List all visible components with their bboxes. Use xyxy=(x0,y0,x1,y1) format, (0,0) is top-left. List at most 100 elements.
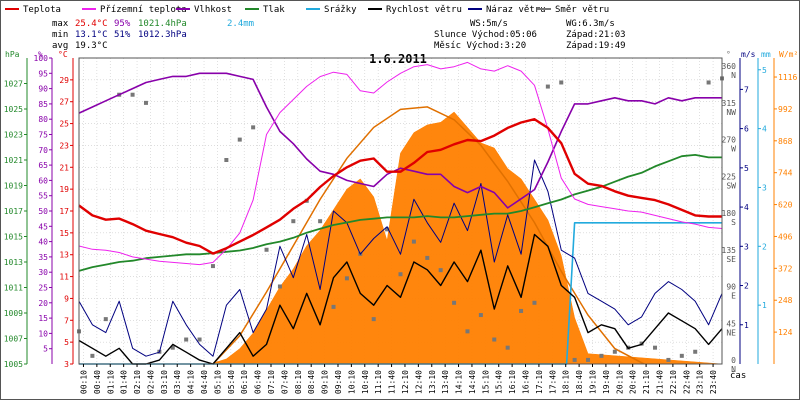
time-axis-tick-label: 18:10 xyxy=(562,370,571,394)
temp-axis-tick-label: 3 xyxy=(64,360,69,369)
humidity-axis-tick-label: 5 xyxy=(43,345,48,354)
time-axis-tick-label: 17:40 xyxy=(548,370,557,394)
wind-dir-point xyxy=(398,272,403,277)
stats-max-label: max xyxy=(52,19,69,29)
humidity-axis-tick-label: 60 xyxy=(38,176,48,185)
temp-axis-tick-label: 21 xyxy=(59,163,69,172)
wind-axis-tick-label: 6 xyxy=(744,125,749,134)
wind-dir-point xyxy=(612,349,617,354)
solar-axis-tick-label: 496 xyxy=(778,232,793,241)
pressure-axis-tick-label: 1011 xyxy=(4,284,23,293)
time-axis-tick-label: 19:40 xyxy=(602,370,611,394)
time-axis-tick-label: 00:10 xyxy=(79,370,88,394)
pressure-axis-tick-label: 1013 xyxy=(4,258,23,267)
time-axis-tick-label: 12:10 xyxy=(401,370,410,394)
stats-avg-temp: 19.3°C xyxy=(75,41,108,51)
stats-min-hum: 51% xyxy=(114,30,131,40)
wind-dir-point xyxy=(318,219,323,224)
time-axis-tick-label: 09:40 xyxy=(334,370,343,394)
wind-dir-point xyxy=(371,317,376,322)
legend-label: Přízemní teplota xyxy=(100,5,187,15)
wind-axis-tick-label: 1 xyxy=(744,321,749,330)
wind-dir-point xyxy=(425,255,430,260)
temp-axis-tick-label: 5 xyxy=(64,338,69,347)
info-sun: Slunce Východ:05:06 xyxy=(434,30,537,40)
pressure-axis-tick-label: 1025 xyxy=(4,105,23,114)
stats-panel: max 25.4°C 95% 1021.4hPa 2.4mm min 13.1°… xyxy=(52,19,254,51)
solar-axis-tick-label: 992 xyxy=(778,105,793,114)
wind-dir-point xyxy=(572,357,577,362)
wind-axis-tick-label: 5 xyxy=(744,164,749,173)
dir-axis-tick-label: SW xyxy=(726,181,736,190)
stats-max-hum: 95% xyxy=(114,19,131,29)
time-axis-tick-label: 12:40 xyxy=(414,370,423,394)
time-axis-tick-label: 11:10 xyxy=(374,370,383,394)
unit-mm: mm xyxy=(761,50,771,59)
wind-axis-tick-label: 7 xyxy=(744,85,749,94)
solar-axis-tick-label: 620 xyxy=(778,201,793,210)
rain-axis-tick-label: 5 xyxy=(762,66,767,75)
wind-dir-point xyxy=(210,264,215,269)
time-axis-tick-label: 21:10 xyxy=(642,370,651,394)
time-axis-tick-label: 23:10 xyxy=(696,370,705,394)
humidity-axis-tick-label: 70 xyxy=(38,146,48,155)
legend-label: Směr větru xyxy=(555,5,609,15)
dir-axis-tick-label: E xyxy=(731,292,736,301)
time-axis-tick-label: 04:40 xyxy=(200,370,209,394)
wind-dir-point xyxy=(130,92,135,97)
time-axis-tick-label: 16:10 xyxy=(508,370,517,394)
temp-axis-tick-label: 13 xyxy=(59,251,69,260)
time-axis-tick-label: 01:10 xyxy=(106,370,115,394)
time-axis-tick-label: 15:40 xyxy=(495,370,504,394)
wind-dir-point xyxy=(170,345,175,350)
time-axis-tick-label: 06:40 xyxy=(254,370,263,394)
wind-dir-point xyxy=(291,219,296,224)
time-axis-tick-label: 03:10 xyxy=(160,370,169,394)
axis-units: hPa % °C ° m/s mm W/m² čas xyxy=(5,50,798,381)
pressure-axis-tick-label: 1009 xyxy=(4,309,23,318)
pressure-axis-tick-label: 1019 xyxy=(4,182,23,191)
time-axis-tick-label: 04:10 xyxy=(187,370,196,394)
humidity-axis-tick-label: 35 xyxy=(38,253,48,262)
temp-axis-tick-label: 23 xyxy=(59,141,69,150)
wind-dir-point xyxy=(545,84,550,89)
unit-degc: °C xyxy=(58,50,68,59)
time-axis-tick-label: 14:40 xyxy=(468,370,477,394)
humidity-axis-tick-label: 30 xyxy=(38,268,48,277)
wind-dir-point xyxy=(505,345,510,350)
time-axis-tick-label: 21:40 xyxy=(655,370,664,394)
wind-dir-point xyxy=(492,337,497,342)
solar-axis-tick-label: 744 xyxy=(778,169,793,178)
solar-axis-tick-label: 372 xyxy=(778,264,793,273)
humidity-axis-tick-label: 15 xyxy=(38,314,48,323)
pressure-axis-tick-label: 1021 xyxy=(4,156,23,165)
unit-ms: m/s xyxy=(741,50,756,59)
time-axis-tick-label: 08:40 xyxy=(307,370,316,394)
temp-axis-tick-label: 15 xyxy=(59,229,69,238)
stats-max-press: 1021.4hPa xyxy=(138,19,187,29)
humidity-axis-tick-label: 40 xyxy=(38,238,48,247)
legend-label: Náraz větru xyxy=(486,5,546,15)
wind-dir-point xyxy=(143,100,148,105)
temp-axis-tick-label: 7 xyxy=(64,316,69,325)
temp-axis-tick-label: 11 xyxy=(59,273,69,282)
time-axis-tick-label: 06:10 xyxy=(240,370,249,394)
stats-rain: 2.4mm xyxy=(227,19,254,29)
stats-max-temp: 25.4°C xyxy=(75,19,108,29)
wind-dir-point xyxy=(344,276,349,281)
dir-axis-tick-label: N xyxy=(731,365,736,374)
pressure-axis-tick-label: 1015 xyxy=(4,233,23,242)
temp-axis-tick-label: 9 xyxy=(64,294,69,303)
wind-dir-point xyxy=(277,284,282,289)
axes: 1005100710091011101310151017101910211023… xyxy=(4,54,798,394)
time-axis-tick-label: 11:40 xyxy=(388,370,397,394)
time-axis-tick-label: 18:40 xyxy=(575,370,584,394)
humidity-axis-tick-label: 85 xyxy=(38,100,48,109)
time-axis-tick-label: 23:40 xyxy=(709,370,718,394)
temp-axis-tick-label: 29 xyxy=(59,76,69,85)
humidity-axis-tick-label: 95 xyxy=(38,69,48,78)
plot-frame xyxy=(78,57,723,365)
dir-axis-tick-label: 180 xyxy=(722,209,737,218)
time-axis-tick-label: 10:40 xyxy=(361,370,370,394)
